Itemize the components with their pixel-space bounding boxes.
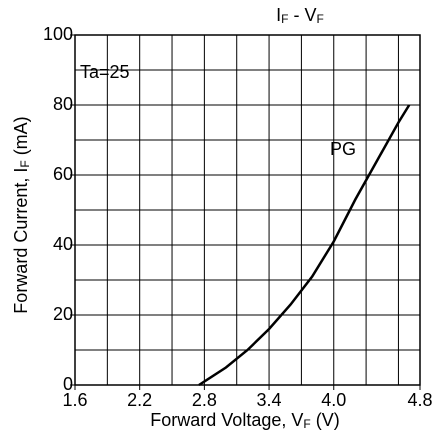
label-part: F xyxy=(18,160,32,167)
chart-title: IF - VF xyxy=(276,5,324,26)
x-tick-label: 3.4 xyxy=(257,390,282,410)
x-tick-label: 2.8 xyxy=(192,390,217,410)
label-part: Forward Voltage, V xyxy=(150,410,303,430)
x-axis-label: Forward Voltage, VF (V) xyxy=(150,410,339,431)
title-part: I xyxy=(276,5,281,25)
series-line xyxy=(198,104,411,387)
y-axis-label: Forward Current, IF (mA) xyxy=(11,116,32,313)
annotation: Ta=25 xyxy=(80,62,130,82)
title-part: F xyxy=(317,12,324,26)
y-tick-label: 40 xyxy=(53,234,73,254)
title-part: - V xyxy=(289,5,317,25)
y-tick-label: 80 xyxy=(53,94,73,114)
label-part: F xyxy=(303,417,310,431)
x-tick-label: 4.8 xyxy=(407,390,432,410)
plot-frame xyxy=(74,34,421,386)
label-part: Forward Current, I xyxy=(11,168,31,314)
y-tick-label: 60 xyxy=(53,164,73,184)
series-label: PG xyxy=(330,139,356,159)
x-tick-label: 2.2 xyxy=(127,390,152,410)
label-part: (V) xyxy=(311,410,340,430)
y-tick-label: 0 xyxy=(63,374,73,394)
x-tick-label: 1.6 xyxy=(62,390,87,410)
x-tick-label: 4.0 xyxy=(321,390,346,410)
label-part: (mA) xyxy=(11,116,31,160)
y-tick-label: 20 xyxy=(53,304,73,324)
y-tick-label: 100 xyxy=(43,24,73,44)
title-part: F xyxy=(281,12,288,26)
